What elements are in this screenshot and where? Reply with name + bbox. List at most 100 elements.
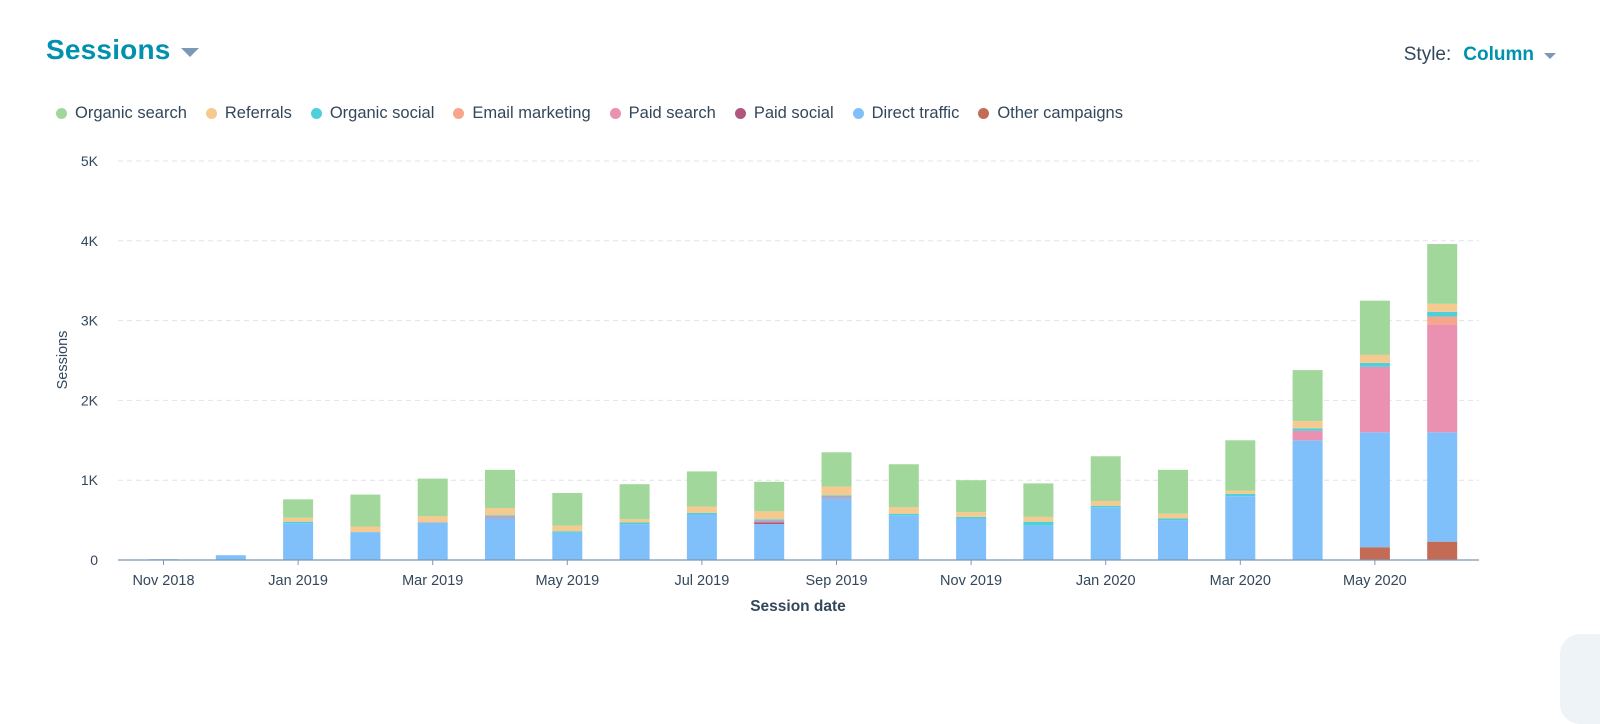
bar-segment[interactable] [485, 518, 515, 560]
chart-title-dropdown[interactable]: Sessions [46, 34, 199, 66]
bar-segment[interactable] [485, 516, 515, 519]
bar-segment[interactable] [283, 523, 314, 560]
legend-item[interactable]: Organic search [56, 104, 187, 123]
bar-segment[interactable] [1090, 456, 1121, 501]
bar-segment[interactable] [754, 511, 785, 520]
bar-segment[interactable] [821, 486, 852, 496]
bar-segment[interactable] [485, 515, 515, 517]
bar-segment[interactable] [754, 524, 785, 560]
legend-item[interactable]: Direct traffic [852, 104, 959, 123]
bar-segment[interactable] [1023, 521, 1054, 526]
bar-segment[interactable] [552, 531, 583, 533]
bar-segment[interactable] [1359, 354, 1390, 363]
bar-segment[interactable] [1292, 440, 1323, 560]
x-tick-label: Mar 2019 [402, 573, 463, 589]
bar-segment[interactable] [1359, 366, 1390, 433]
bar-segment[interactable] [686, 512, 717, 515]
bar-segment[interactable] [1023, 525, 1054, 560]
chart-grid [118, 160, 1479, 481]
legend-dot-icon [205, 108, 217, 119]
bar-segment[interactable] [956, 516, 987, 519]
legend-item[interactable]: Organic social [310, 104, 434, 123]
bar-segment[interactable] [350, 526, 381, 533]
legend-item[interactable]: Paid social [734, 104, 834, 123]
bar-segment[interactable] [485, 469, 515, 509]
bar-segment[interactable] [1292, 430, 1323, 441]
x-tick-label: Jul 2019 [674, 573, 729, 589]
bar-segment[interactable] [821, 498, 852, 560]
bar-segment[interactable] [888, 515, 919, 560]
bar-segment[interactable] [821, 452, 852, 487]
bar-segment[interactable] [619, 522, 650, 525]
bar-segment[interactable] [888, 513, 919, 516]
bar-segment[interactable] [1158, 520, 1188, 560]
bar-segment[interactable] [1427, 243, 1458, 304]
bar-segment[interactable] [485, 508, 515, 516]
bar-segment[interactable] [1292, 428, 1323, 431]
bar-segment[interactable] [686, 471, 717, 507]
x-axis-title: Session date [750, 598, 846, 615]
bar-segment[interactable] [417, 478, 448, 517]
bar-segment[interactable] [686, 506, 717, 513]
bar-segment[interactable] [350, 532, 381, 560]
legend-dot-icon [852, 108, 864, 119]
bar-segment[interactable] [821, 495, 852, 497]
bar-segment[interactable] [888, 464, 919, 508]
bar-segment[interactable] [619, 484, 650, 520]
bar-segment[interactable] [1225, 440, 1256, 491]
bar-segment[interactable] [1292, 421, 1323, 429]
bar-segment[interactable] [754, 481, 785, 512]
bar-segment[interactable] [350, 494, 381, 527]
bar-segment[interactable] [754, 519, 785, 521]
style-value: Column [1463, 44, 1534, 65]
bar-segment[interactable] [1158, 469, 1188, 514]
bar-segment[interactable] [1427, 316, 1458, 325]
bar-segment[interactable] [1427, 311, 1458, 317]
bar-segment[interactable] [283, 521, 314, 524]
bar-segment[interactable] [619, 519, 650, 523]
bar-segment[interactable] [1359, 432, 1390, 548]
bar-segment[interactable] [1427, 324, 1458, 433]
bar-segment[interactable] [417, 516, 448, 523]
bar-segment[interactable] [619, 524, 650, 560]
bar-segment[interactable] [1225, 496, 1256, 560]
bar-segment[interactable] [283, 499, 314, 518]
bar-segment[interactable] [1359, 547, 1390, 560]
bar-segment[interactable] [956, 518, 987, 560]
bar-segment[interactable] [1427, 303, 1458, 312]
bar-segment[interactable] [552, 532, 583, 560]
bar-segment[interactable] [956, 512, 987, 517]
bar-segment[interactable] [552, 525, 583, 532]
bar-segment[interactable] [1359, 300, 1390, 355]
bar-segment[interactable] [1023, 516, 1054, 522]
bar-segment[interactable] [1427, 541, 1458, 560]
bar-segment[interactable] [686, 514, 717, 560]
bar-segment[interactable] [888, 507, 919, 514]
bar-segment[interactable] [215, 555, 246, 560]
legend-item[interactable]: Email marketing [453, 104, 591, 123]
legend-item[interactable]: Other campaigns [978, 104, 1123, 123]
bar-segment[interactable] [754, 522, 785, 525]
legend-item[interactable]: Paid search [609, 104, 716, 123]
bar-segment[interactable] [1090, 505, 1121, 508]
bar-segment[interactable] [1225, 493, 1256, 497]
page-title: Sessions [46, 34, 171, 65]
bar-segment[interactable] [1427, 432, 1458, 542]
bar-segment[interactable] [1292, 370, 1323, 422]
bar-segment[interactable] [956, 480, 987, 513]
bar-segment[interactable] [1090, 507, 1121, 560]
legend-dot-icon [56, 108, 67, 119]
bar-segment[interactable] [754, 520, 785, 523]
bar-segment[interactable] [1359, 362, 1390, 367]
bar-segment[interactable] [1158, 518, 1188, 521]
bar-segment[interactable] [552, 492, 583, 526]
bar-segment[interactable] [417, 522, 448, 560]
bar-segment[interactable] [283, 517, 314, 522]
bar-segment[interactable] [1225, 490, 1256, 494]
legend-item[interactable]: Referrals [205, 104, 292, 123]
bar-segment[interactable] [1158, 513, 1188, 519]
bar-segment[interactable] [1023, 483, 1054, 517]
bar-segment[interactable] [1090, 500, 1121, 506]
bar-segment[interactable] [821, 496, 852, 499]
style-dropdown[interactable]: Column [1463, 44, 1556, 66]
